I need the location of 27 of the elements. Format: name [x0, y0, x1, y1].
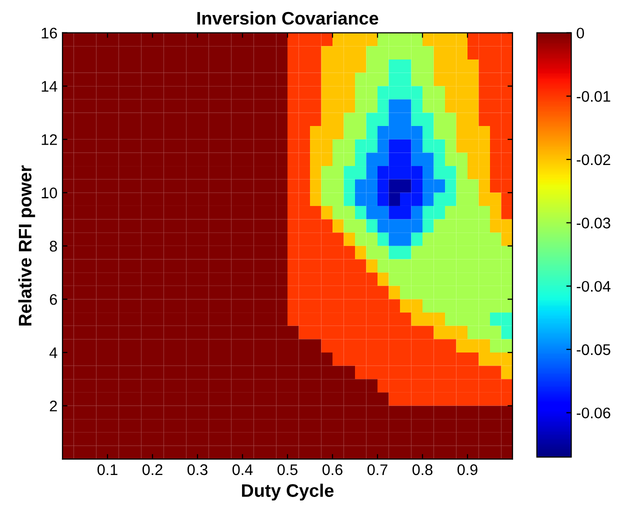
color-bar-label: -0.04 — [576, 280, 610, 292]
x-tick-label: 0.7 — [367, 464, 388, 476]
y-tick-label: 16 — [42, 28, 57, 39]
x-tick-label: 0.2 — [142, 464, 162, 476]
x-tick-label: 0.8 — [412, 464, 432, 476]
y-tick-label: 2 — [50, 400, 57, 412]
x-tick-label: 0.1 — [97, 464, 118, 476]
x-axis-title: Duty Cycle — [242, 484, 334, 501]
color-bar-label: 0 — [576, 28, 584, 39]
x-tick-label: 0.5 — [277, 464, 298, 476]
color-bar-label: -0.01 — [576, 91, 610, 102]
x-tick-label: 0.3 — [187, 464, 208, 476]
color-bar-label: -0.02 — [576, 154, 610, 166]
color-bar-label: -0.05 — [576, 344, 610, 356]
x-tick-label: 0.4 — [232, 464, 253, 476]
y-axis-title: Relative RFI power — [18, 165, 36, 326]
y-tick-label: 4 — [49, 348, 58, 358]
y-tick-label: 10 — [42, 188, 58, 198]
y-tick-label: 14 — [42, 81, 58, 92]
y-tick-label: 8 — [50, 240, 57, 252]
x-tick-label: 0.6 — [322, 464, 342, 476]
y-tick-label: 12 — [42, 134, 57, 145]
y-tick-label: 6 — [50, 294, 57, 305]
color-bar-label: -0.03 — [576, 218, 610, 228]
color-bar-label: -0.06 — [576, 408, 610, 418]
x-tick-label: 0.9 — [457, 464, 478, 476]
chart-title: Inversion Covariance — [197, 11, 378, 25]
